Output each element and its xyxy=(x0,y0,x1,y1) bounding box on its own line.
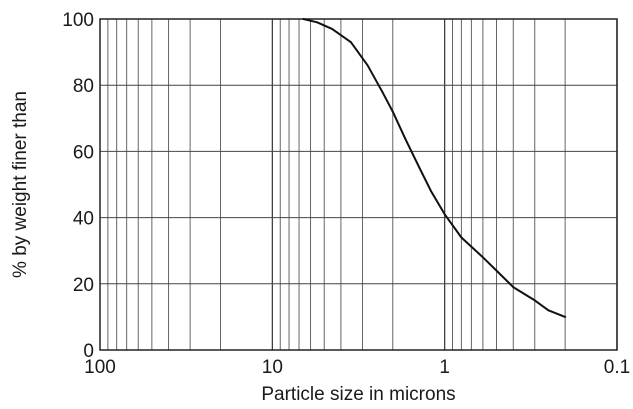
x-tick-label: 10 xyxy=(262,357,283,378)
series-layer xyxy=(302,18,567,318)
grid xyxy=(100,18,618,351)
data-point xyxy=(366,64,369,67)
x-tick-label: 1 xyxy=(439,357,450,378)
data-point xyxy=(418,167,421,169)
y-tick-label: 80 xyxy=(73,76,94,97)
x-tick-label: 0.1 xyxy=(604,357,630,378)
data-point xyxy=(316,21,318,24)
data-point xyxy=(381,90,384,93)
y-tick-label: 100 xyxy=(62,10,94,31)
y-axis-title: % by weight finer than xyxy=(10,91,31,278)
x-tick-label: 100 xyxy=(84,357,116,378)
data-point xyxy=(460,236,463,239)
y-tick-label: 60 xyxy=(73,142,94,163)
data-point xyxy=(302,18,305,20)
data-point xyxy=(481,256,484,259)
data-point xyxy=(495,269,498,272)
data-point xyxy=(350,41,352,44)
x-tick-labels: 100 10 1 0.1 xyxy=(84,357,630,378)
data-point xyxy=(533,299,536,302)
y-tick-label: 40 xyxy=(73,209,94,230)
data-point xyxy=(331,28,333,30)
data-point xyxy=(512,286,515,289)
distribution-curve xyxy=(302,18,567,318)
data-point xyxy=(391,110,394,113)
data-point xyxy=(443,213,446,216)
data-point xyxy=(564,316,567,318)
data-point xyxy=(547,309,550,312)
data-point xyxy=(430,190,432,193)
plot-frame xyxy=(99,18,618,351)
data-point xyxy=(404,137,406,140)
y-tick-labels: 0 20 40 60 80 100 xyxy=(62,10,94,362)
y-tick-label: 0 xyxy=(83,341,94,362)
y-tick-label: 20 xyxy=(73,275,94,296)
x-axis-title: Particle size in microns xyxy=(261,384,455,405)
